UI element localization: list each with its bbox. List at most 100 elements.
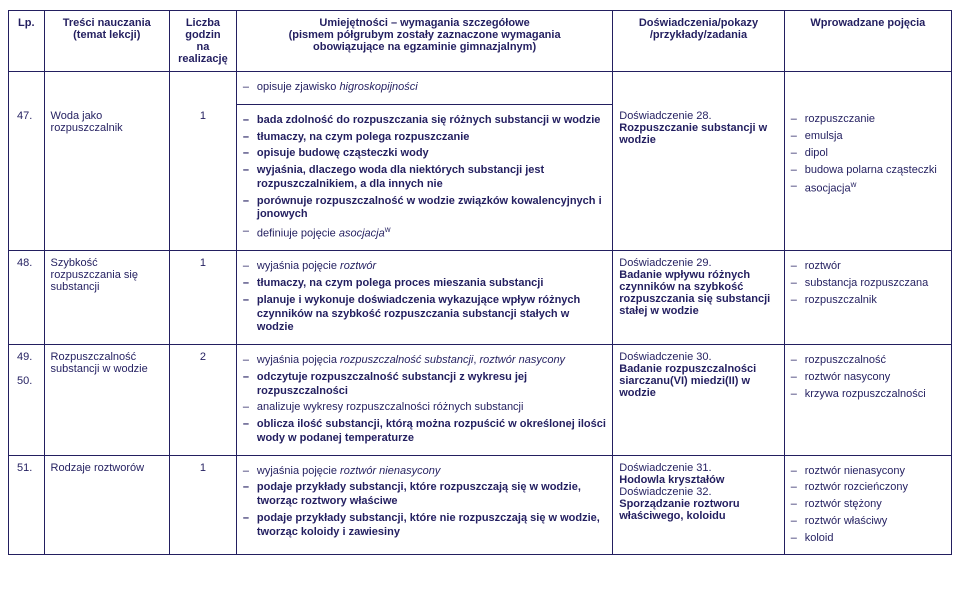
table-header-row: Lp. Treści nauczania (temat lekcji) Licz… xyxy=(9,11,952,72)
skill-item: tłumaczy, na czym polega rozpuszczanie xyxy=(243,131,606,145)
table-row: 49. 50. Rozpuszczalność substancji w wod… xyxy=(9,345,952,456)
header-skills-l2: (pismem półgrubym zostały zaznaczone wym… xyxy=(289,29,561,41)
concept-item: rozpuszczalnik xyxy=(791,294,945,308)
skill-item: planuje i wykonuje doświadczenia wykazuj… xyxy=(243,294,606,335)
cell-concepts: roztwór nienasycony roztwór rozcieńczony… xyxy=(784,455,951,555)
table-row: 48. Szybkość rozpuszczania się substancj… xyxy=(9,251,952,345)
header-skills-l1: Umiejętności – wymagania szczegółowe xyxy=(319,17,529,29)
cell-hours: 1 xyxy=(169,251,236,345)
exp-desc: Rozpuszczanie substancji w wodzie xyxy=(619,122,767,146)
skill-prefix: wyjaśnia pojęcie xyxy=(257,465,340,477)
header-skills-l3: obowiązujące na egzaminie gimnazjalnym) xyxy=(313,41,536,53)
concept-item: dipol xyxy=(791,147,945,161)
skill-item: odczytuje rozpuszczalność substancji z w… xyxy=(243,371,606,399)
cell-exp: Doświadczenie 28. Rozpuszczanie substanc… xyxy=(613,104,784,251)
cell-exp: Doświadczenie 30. Badanie rozpuszczalnoś… xyxy=(613,345,784,456)
cell-skills: wyjaśnia pojęcie roztwór nienasycony pod… xyxy=(236,455,612,555)
skill-item: wyjaśnia, dlaczego woda dla niektórych s… xyxy=(243,164,606,192)
concept-item: roztwór xyxy=(791,260,945,274)
skill-item: wyjaśnia pojęcie roztwór xyxy=(243,260,606,274)
concept-item: roztwór stężony xyxy=(791,498,945,512)
concept-item: roztwór nienasycony xyxy=(791,465,945,479)
cell-topic: Rozpuszczalność substancji w wodzie xyxy=(44,345,169,456)
cell-skills: bada zdolność do rozpuszczania się różny… xyxy=(236,104,612,251)
exp-title: Doświadczenie 28. xyxy=(619,110,711,122)
concept-item: budowa polarna cząsteczki xyxy=(791,164,945,178)
concept-item: krzywa rozpuszczalności xyxy=(791,388,945,402)
skill-item: wyjaśnia pojęcia rozpuszczalność substan… xyxy=(243,354,606,368)
concept-item: rozpuszczalność xyxy=(791,354,945,368)
cell-lp: 51. xyxy=(9,455,45,555)
cell-hours: 1 xyxy=(169,455,236,555)
cell-topic: Szybkość rozpuszczania się substancji xyxy=(44,251,169,345)
skill-item: podaje przykłady substancji, które nie r… xyxy=(243,512,606,540)
exp-title-2: Doświadczenie 32. xyxy=(619,486,711,498)
header-hours: Liczba godzin na realizację xyxy=(169,11,236,72)
cell-concepts: roztwór substancja rozpuszczana rozpuszc… xyxy=(784,251,951,345)
intro-hours xyxy=(169,72,236,105)
cell-exp: Doświadczenie 29. Badanie wpływu różnych… xyxy=(613,251,784,345)
intro-concepts xyxy=(784,72,951,105)
skill-prefix: wyjaśnia pojęcie xyxy=(257,260,340,272)
skill-italic: asocjacja xyxy=(339,228,385,240)
lp-num-2: 50. xyxy=(17,375,32,387)
exp-title: Doświadczenie 31. xyxy=(619,462,711,474)
cell-lp: 47. xyxy=(9,104,45,251)
concept-item: roztwór nasycony xyxy=(791,371,945,385)
cell-lp: 49. 50. xyxy=(9,345,45,456)
cell-lp: 48. xyxy=(9,251,45,345)
exp-desc-2: Sporządzanie roztworu właściwego, koloid… xyxy=(619,498,739,522)
cell-hours: 2 xyxy=(169,345,236,456)
intro-lp xyxy=(9,72,45,105)
cell-topic: Woda jako rozpuszczalnik xyxy=(44,104,169,251)
concept-item: roztwór właściwy xyxy=(791,515,945,529)
skill-item: porównuje rozpuszczalność w wodzie związ… xyxy=(243,195,606,223)
skill-italic2: roztwór nasycony xyxy=(479,354,565,366)
curriculum-table: Lp. Treści nauczania (temat lekcji) Licz… xyxy=(8,10,952,555)
header-hours-l4: realizację xyxy=(178,53,228,65)
intro-skill-item: opisuje zjawisko higroskopijności xyxy=(243,81,606,95)
concept-item: koloid xyxy=(791,532,945,546)
intro-topic xyxy=(44,72,169,105)
concept-sup: w xyxy=(851,180,857,189)
cell-exp: Doświadczenie 31. Hodowla kryształów Doś… xyxy=(613,455,784,555)
header-lp: Lp. xyxy=(9,11,45,72)
skill-item: oblicza ilość substancji, którą można ro… xyxy=(243,418,606,446)
cell-topic: Rodzaje roztworów xyxy=(44,455,169,555)
concept-item: rozpuszczanie xyxy=(791,113,945,127)
header-hours-l2: godzin xyxy=(185,29,220,41)
concept-item: asocjacjaw xyxy=(791,180,945,196)
skill-item: podaje przykłady substancji, które rozpu… xyxy=(243,481,606,509)
exp-desc: Badanie rozpuszczalności siarczanu(VI) m… xyxy=(619,363,756,399)
concept-item: emulsja xyxy=(791,130,945,144)
intro-skills: opisuje zjawisko higroskopijności xyxy=(236,72,612,105)
cell-concepts: rozpuszczalność roztwór nasycony krzywa … xyxy=(784,345,951,456)
intro-row: opisuje zjawisko higroskopijności xyxy=(9,72,952,105)
intro-skill-prefix: opisuje zjawisko xyxy=(257,81,340,93)
skill-item: tłumaczy, na czym polega proces mieszani… xyxy=(243,277,606,291)
intro-skill-italic: higroskopijności xyxy=(339,81,417,93)
cell-concepts: rozpuszczanie emulsja dipol budowa polar… xyxy=(784,104,951,251)
header-hours-l3: na xyxy=(197,41,210,53)
header-topic-l1: Treści nauczania xyxy=(63,17,151,29)
exp-desc: Badanie wpływu różnych czynników na szyb… xyxy=(619,269,770,317)
skill-prefix: wyjaśnia pojęcia xyxy=(257,354,340,366)
skill-item: analizuje wykresy rozpuszczalności różny… xyxy=(243,401,606,415)
cell-skills: wyjaśnia pojęcie roztwór tłumaczy, na cz… xyxy=(236,251,612,345)
header-exp: Doświadczenia/pokazy /przykłady/zadania xyxy=(613,11,784,72)
header-topic: Treści nauczania (temat lekcji) xyxy=(44,11,169,72)
skill-sup: w xyxy=(385,225,391,234)
skill-italic: rozpuszczalność substancji xyxy=(340,354,473,366)
exp-title: Doświadczenie 29. xyxy=(619,257,711,269)
header-concepts: Wprowadzane pojęcia xyxy=(784,11,951,72)
skill-item: bada zdolność do rozpuszczania się różny… xyxy=(243,114,606,128)
concept-text: asocjacja xyxy=(805,183,851,195)
skill-item: opisuje budowę cząsteczki wody xyxy=(243,147,606,161)
cell-skills: wyjaśnia pojęcia rozpuszczalność substan… xyxy=(236,345,612,456)
header-skills: Umiejętności – wymagania szczegółowe (pi… xyxy=(236,11,612,72)
concept-item: substancja rozpuszczana xyxy=(791,277,945,291)
lp-num-1: 49. xyxy=(17,351,32,363)
table-row: 47. Woda jako rozpuszczalnik 1 bada zdol… xyxy=(9,104,952,251)
exp-desc: Hodowla kryształów xyxy=(619,474,724,486)
cell-hours: 1 xyxy=(169,104,236,251)
